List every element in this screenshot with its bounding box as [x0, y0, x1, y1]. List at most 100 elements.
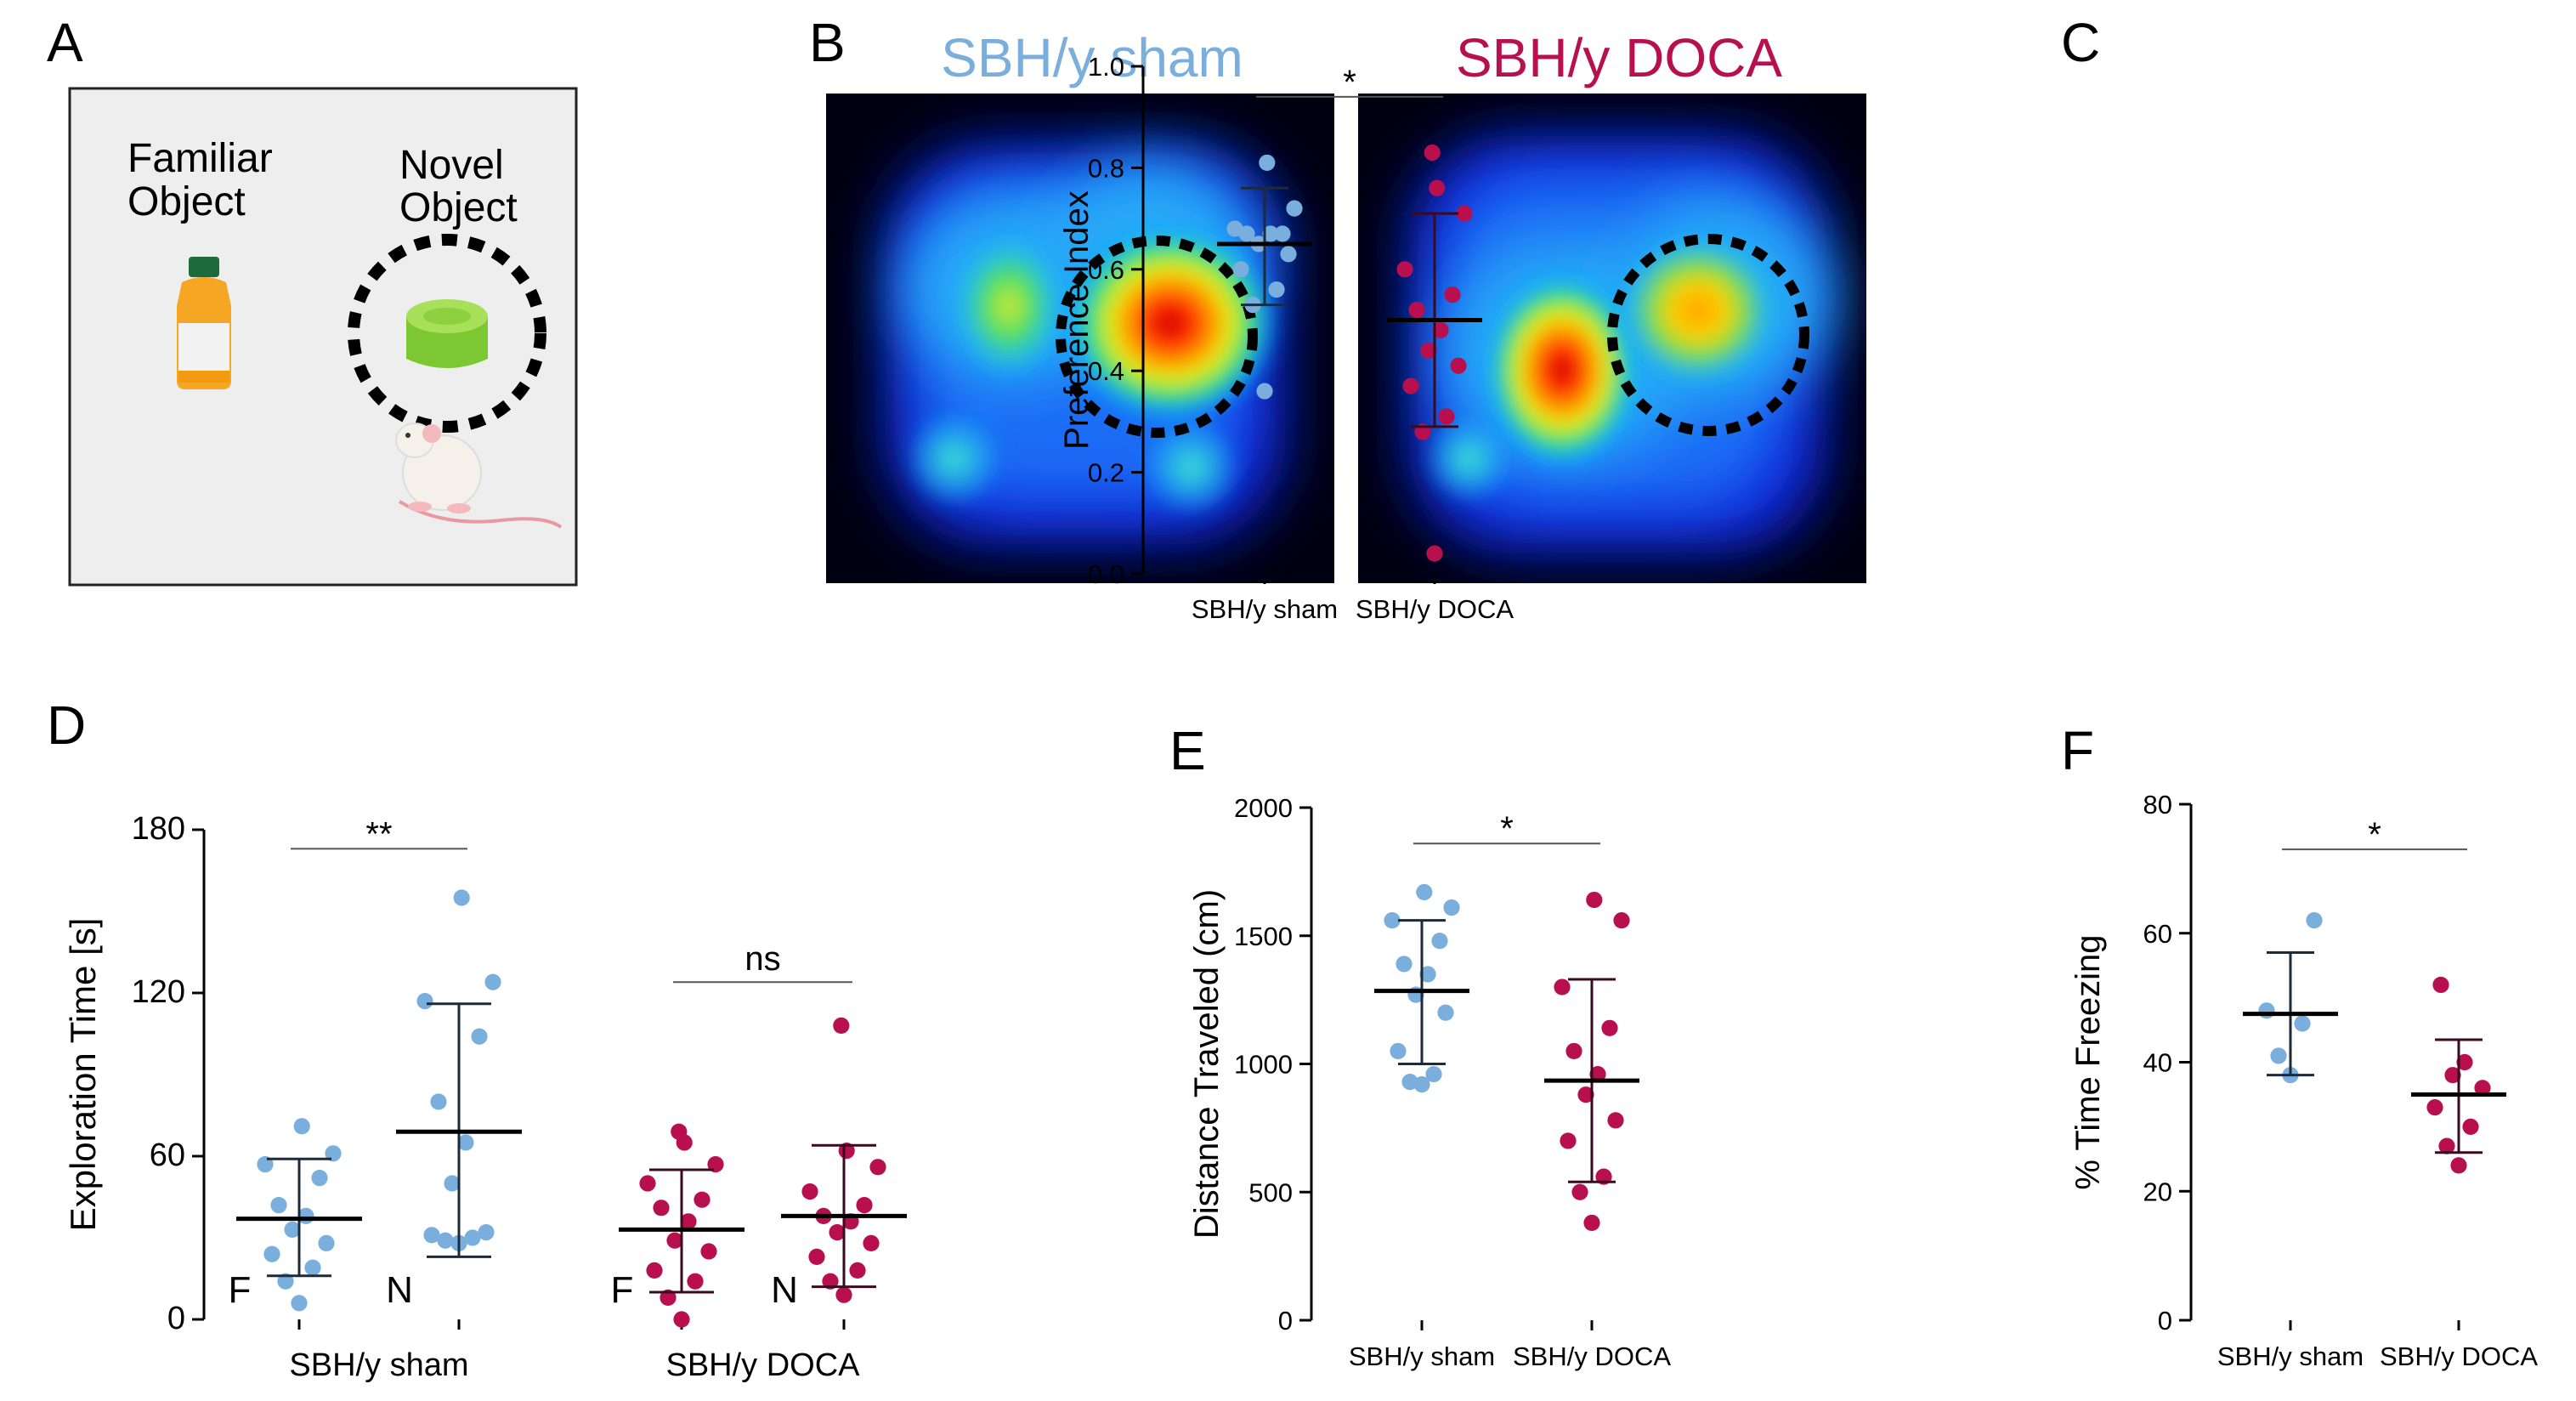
- data-point: [1408, 301, 1425, 319]
- data-point: [700, 1243, 717, 1260]
- data-point: [822, 1273, 839, 1290]
- data-point: [838, 1143, 855, 1160]
- data-point: [2294, 1015, 2311, 1032]
- data-point: [1438, 408, 1455, 425]
- y-axis-label: % Time Freezing: [2069, 934, 2107, 1189]
- data-point: [639, 1175, 656, 1192]
- data-point: [293, 1118, 310, 1135]
- data-point: [1268, 281, 1285, 298]
- data-point: [1232, 261, 1249, 278]
- significance-label: *: [1343, 64, 1356, 101]
- data-point: [2306, 911, 2323, 929]
- data-point: [2456, 1053, 2473, 1071]
- data-point: [444, 1175, 461, 1192]
- x-category-label: SBH/y DOCA: [2380, 1341, 2538, 1371]
- data-point: [1432, 321, 1449, 339]
- y-tick-label: 120: [132, 974, 185, 1010]
- data-point: [1554, 978, 1571, 995]
- x-category-label: SBH/y sham: [2217, 1341, 2364, 1371]
- mouse-icon: [395, 423, 563, 529]
- data-point: [1444, 286, 1461, 303]
- data-point: [653, 1200, 670, 1217]
- data-point: [453, 889, 470, 906]
- significance-label: *: [1500, 810, 1514, 848]
- data-point: [1259, 154, 1276, 172]
- familiar-label-line1: Familiar: [127, 136, 273, 181]
- panel-label-a: A: [47, 12, 83, 73]
- data-point: [291, 1295, 308, 1312]
- data-point: [869, 1159, 886, 1176]
- data-point: [1425, 1065, 1442, 1083]
- heatmap-doca: [1358, 94, 1866, 583]
- data-point: [471, 1028, 488, 1045]
- y-tick-label: 1.0: [1088, 52, 1124, 82]
- data-point: [2270, 1047, 2287, 1064]
- y-axis-label: Preference Index: [1058, 190, 1096, 450]
- data-point: [1577, 1086, 1594, 1103]
- data-point: [680, 1213, 697, 1230]
- y-tick-label: 0.0: [1088, 559, 1124, 589]
- x-category-label: SBH/y sham: [1192, 594, 1338, 624]
- data-point: [1426, 545, 1443, 562]
- sub-label: F: [611, 1269, 634, 1311]
- data-point: [304, 1259, 321, 1276]
- y-tick-label: 2000: [1234, 793, 1293, 823]
- x-category-label: SBH/y DOCA: [1356, 594, 1514, 624]
- y-axis-label: Distance Traveled (cm): [1188, 889, 1226, 1239]
- data-point: [2474, 1080, 2491, 1097]
- y-tick-label: 500: [1248, 1177, 1293, 1207]
- data-point: [671, 1123, 688, 1140]
- panel-a-schematic: Familiar Object Novel Object: [68, 87, 578, 587]
- data-point: [863, 1234, 880, 1251]
- data-point: [1396, 261, 1413, 278]
- data-point: [673, 1311, 690, 1328]
- panel-label-d: D: [47, 695, 86, 756]
- y-tick-label: 0.8: [1088, 153, 1124, 183]
- y-tick-label: 40: [2143, 1048, 2172, 1078]
- data-point: [1280, 246, 1297, 263]
- data-point: [277, 1273, 294, 1290]
- data-point: [1401, 1074, 1418, 1091]
- data-point: [1402, 377, 1419, 394]
- y-tick-label: 0: [1278, 1306, 1293, 1336]
- significance-label: ns: [744, 940, 780, 978]
- panel-label-e: E: [1169, 720, 1206, 781]
- chart-c-preference-index: 0.0 0.2 0.4 0.6 0.8 1.0 Preference Index SBH/y …: [1058, 52, 1514, 624]
- data-point: [829, 1224, 846, 1241]
- arena-box: [68, 87, 578, 587]
- x-group-label: SBH/y DOCA: [665, 1347, 860, 1383]
- significance-label: *: [2368, 816, 2381, 854]
- novel-label-line1: Novel: [399, 143, 504, 188]
- data-point: [430, 1093, 447, 1110]
- data-point: [1437, 1004, 1454, 1021]
- y-tick-label: 20: [2143, 1177, 2172, 1206]
- data-point: [257, 1156, 274, 1173]
- data-point: [270, 1197, 287, 1214]
- data-point: [1420, 342, 1437, 359]
- bottle-icon: [177, 257, 231, 389]
- data-point: [311, 1170, 328, 1187]
- y-axis-label: Exploration Time [s]: [63, 918, 103, 1232]
- data-point: [1419, 966, 1436, 983]
- data-point: [2258, 1002, 2275, 1019]
- x-group-label: SBH/y sham: [289, 1347, 468, 1383]
- data-point: [1262, 225, 1279, 242]
- chart-d-exploration-time: 0 60 120 180 Exploration Time [s] SBH/y sham S…: [63, 811, 907, 1383]
- sub-label: N: [771, 1269, 798, 1311]
- data-point: [1429, 179, 1446, 196]
- data-point: [1601, 1019, 1618, 1036]
- data-point: [318, 1234, 335, 1251]
- y-tick-label: 0: [2158, 1306, 2172, 1336]
- familiar-label-line2: Object: [127, 179, 246, 224]
- data-point: [833, 1017, 850, 1034]
- data-point: [1256, 383, 1273, 400]
- x-category-label: SBH/y DOCA: [1513, 1341, 1671, 1371]
- data-point: [835, 1286, 852, 1303]
- data-point: [2450, 1157, 2467, 1174]
- data-point: [1565, 1042, 1582, 1060]
- data-point: [263, 1245, 280, 1262]
- data-point: [646, 1262, 663, 1279]
- y-tick-label: 0.6: [1088, 255, 1124, 285]
- panel-label-f: F: [2061, 720, 2094, 781]
